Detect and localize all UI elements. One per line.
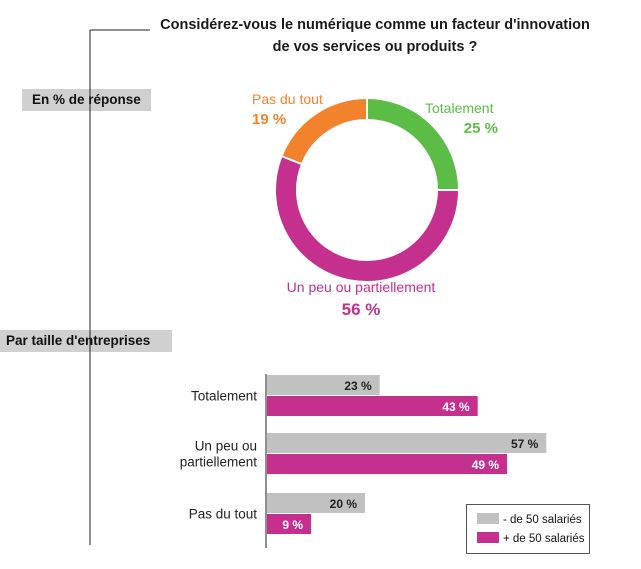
- donut-value-pas-du-tout: 19 %: [252, 111, 286, 128]
- legend-swatch-large: [477, 532, 499, 543]
- donut-label-totalement: Totalement: [425, 100, 494, 116]
- frame-lines: [89, 29, 267, 548]
- bar-legend: - de 50 salariés + de 50 salariés: [466, 504, 590, 554]
- category-label: partiellement: [180, 455, 258, 470]
- donut-chart: Totalement 25 % Un peu ou partiellement 56 …: [252, 91, 498, 319]
- chart-title: Considérez-vous le numérique comme un fa…: [150, 14, 600, 58]
- bar-value-label: 57 %: [511, 437, 539, 451]
- legend-label-small: - de 50 salariés: [503, 514, 582, 526]
- bar-pas-du-tout-large: [267, 514, 312, 534]
- donut-slice-pas-du-tout: [282, 99, 368, 165]
- donut-slice-totalement: [366, 99, 458, 191]
- category-label: Totalement: [191, 389, 257, 404]
- bar-value-label: 23 %: [344, 379, 372, 393]
- donut-separator: [281, 155, 303, 166]
- bar-totalement-small: [267, 375, 380, 395]
- bar-un-peu-ou-partiellement-large: [267, 454, 508, 474]
- bar-value-label: 9 %: [282, 518, 303, 532]
- donut-label-un-peu-ou-partiellement: Un peu ou partiellement: [287, 279, 436, 295]
- bar-value-label: 20 %: [330, 497, 358, 511]
- section-label-percent: En % de réponse: [22, 89, 151, 111]
- bar-chart: 23 % 43 % Totalement 57 % 49 % Un peu ouparti…: [180, 375, 547, 534]
- section-label-company-size: Par taille d'entreprises: [0, 330, 173, 352]
- legend-label-large: + de 50 salariés: [503, 533, 585, 545]
- legend-item-small: - de 50 salariés: [477, 512, 582, 528]
- donut-value-un-peu-ou-partiellement: 56 %: [342, 300, 381, 319]
- category-label: Pas du tout: [189, 507, 258, 522]
- bar-totalement-large: [267, 396, 478, 416]
- category-label: Un peu ou: [195, 439, 257, 454]
- title-line-1: Considérez-vous le numérique comme un fa…: [160, 17, 590, 33]
- title-line-2: de vos services ou produits ?: [272, 39, 478, 55]
- legend-swatch-small: [477, 513, 499, 524]
- bar-value-label: 43 %: [442, 400, 470, 414]
- donut-value-totalement: 25 %: [464, 120, 498, 137]
- legend-item-large: + de 50 salariés: [477, 531, 585, 547]
- bar-pas-du-tout-small: [267, 493, 365, 513]
- bar-un-peu-ou-partiellement-small: [267, 433, 547, 453]
- donut-label-pas-du-tout: Pas du tout: [252, 91, 323, 107]
- bar-value-label: 49 %: [472, 458, 500, 472]
- donut-slice-un-peu-ou-partiellement: [276, 156, 458, 281]
